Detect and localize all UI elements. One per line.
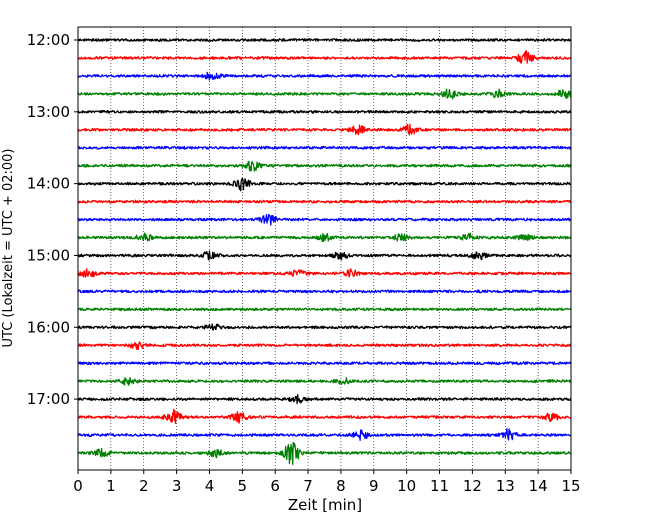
y-tick-label: 13:00 — [27, 103, 70, 121]
trace-1245 — [77, 88, 572, 100]
plot-frame — [77, 26, 572, 471]
x-tick-label: 12 — [463, 477, 482, 495]
x-tick-label: 6 — [270, 477, 280, 495]
seismogram-traces — [77, 38, 572, 466]
trace-1330 — [77, 145, 572, 150]
trace-1300 — [77, 109, 572, 114]
trace-1200 — [77, 38, 572, 42]
trace-1630 — [77, 361, 572, 366]
y-tick-label: 14:00 — [27, 175, 70, 193]
trace-1230 — [77, 71, 572, 81]
x-tick-label: 2 — [139, 477, 149, 495]
trace-1600 — [77, 323, 572, 331]
trace-1745 — [77, 441, 572, 466]
x-tick-label: 4 — [205, 477, 215, 495]
y-tick-label: 12:00 — [27, 31, 70, 49]
x-axis-ticks: 0 1 2 3 4 5 6 7 8 9 10 11 12 13 14 15 — [73, 470, 581, 495]
trace-1615 — [77, 341, 572, 351]
trace-1515 — [77, 268, 572, 278]
x-tick-label: 11 — [430, 477, 449, 495]
y-tick-label: 17:00 — [27, 390, 70, 408]
y-axis-label: UTC (Lokalzeit = UTC + 02:00) — [1, 149, 16, 348]
trace-1730 — [77, 427, 572, 441]
y-tick-label: 15:00 — [27, 246, 70, 264]
trace-1700 — [77, 394, 572, 405]
x-gridlines — [110, 27, 539, 470]
trace-1645 — [77, 376, 572, 386]
x-tick-label: 5 — [238, 477, 248, 495]
trace-1500 — [77, 250, 572, 261]
trace-1445 — [77, 232, 572, 243]
trace-1215 — [77, 49, 572, 64]
trace-1345 — [77, 160, 572, 172]
x-tick-label: 3 — [172, 477, 182, 495]
x-tick-label: 8 — [336, 477, 346, 495]
x-tick-label: 9 — [369, 477, 379, 495]
trace-1400 — [77, 177, 572, 192]
y-axis-ticks: 12:00 13:00 14:00 15:00 16:00 17:00 — [27, 31, 78, 408]
x-tick-label: 15 — [561, 477, 580, 495]
trace-1415 — [77, 199, 572, 204]
y-tick-label: 16:00 — [27, 318, 70, 336]
x-tick-label: 7 — [303, 477, 313, 495]
x-tick-label: 13 — [496, 477, 515, 495]
x-tick-label: 0 — [73, 477, 83, 495]
x-tick-label: 10 — [397, 477, 416, 495]
x-tick-label: 14 — [529, 477, 548, 495]
trace-1315 — [77, 123, 572, 136]
trace-1545 — [77, 307, 572, 312]
x-axis-label: Zeit [min] — [288, 496, 362, 514]
trace-1430 — [77, 213, 572, 226]
x-tick-label: 1 — [106, 477, 116, 495]
trace-1715 — [77, 408, 572, 425]
trace-1530 — [77, 289, 572, 294]
